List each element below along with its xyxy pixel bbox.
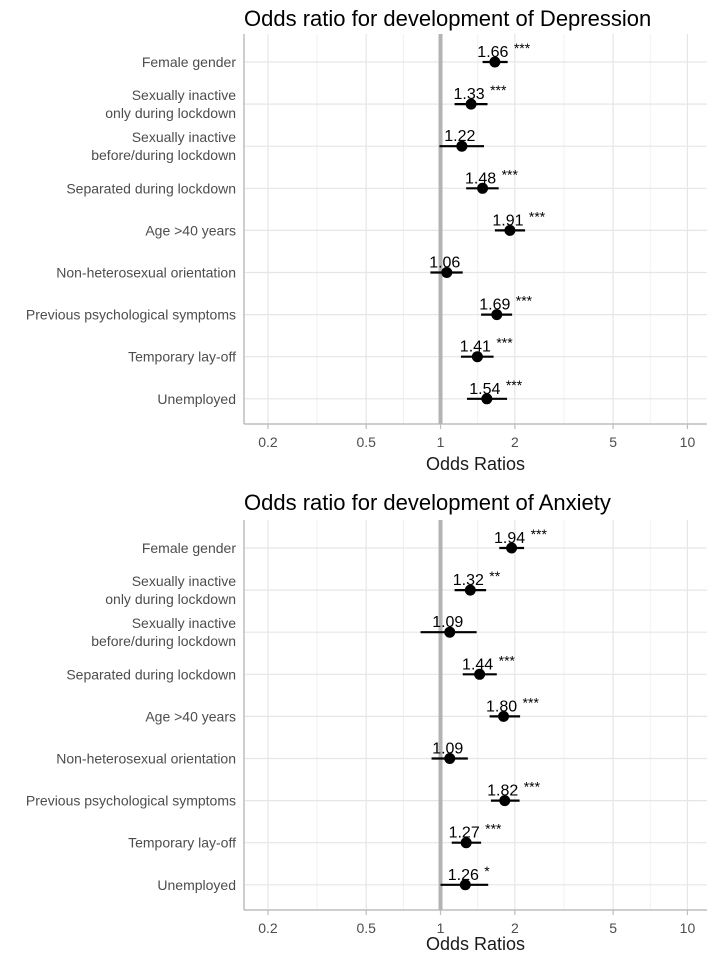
odds-ratio-point: [460, 837, 472, 849]
chart-title: Odds ratio for development of Anxiety: [244, 490, 611, 515]
x-tick-label: 10: [680, 920, 696, 936]
value-label: 1.48: [465, 170, 496, 187]
x-tick-label: 0.5: [356, 920, 376, 936]
odds-ratio-point: [444, 753, 456, 764]
category-label: Non-heterosexual orientation: [56, 265, 236, 281]
x-tick-label: 0.2: [258, 434, 278, 450]
odds-ratio-point: [481, 393, 493, 405]
x-tick-label: 0.5: [356, 434, 376, 450]
category-label: Age >40 years: [145, 708, 236, 724]
value-label: 1.26: [448, 867, 479, 884]
odds-ratio-point: [444, 626, 456, 638]
x-axis-title: Odds Ratios: [426, 454, 525, 474]
value-label: 1.69: [479, 297, 510, 314]
significance-label: ***: [516, 293, 533, 309]
significance-label: ***: [514, 40, 531, 56]
forest-plot-2: Odds ratio for development of Anxiety 0.2…: [26, 490, 707, 954]
category-label: Unemployed: [157, 391, 236, 407]
category-label: Female gender: [142, 540, 237, 556]
category-label: Separated during lockdown: [66, 180, 236, 196]
odds-ratio-point: [465, 98, 477, 110]
category-label: Sexually inactive only during lockdown: [105, 573, 236, 607]
value-label: 1.80: [486, 698, 517, 715]
value-label: 1.54: [469, 381, 500, 398]
significance-label: ***: [506, 377, 523, 393]
x-tick-label: 0.2: [258, 920, 278, 936]
x-tick-label: 1: [437, 434, 445, 450]
category-label: Previous psychological symptoms: [26, 307, 236, 323]
odds-ratio-point: [477, 182, 489, 194]
category-label: Age >40 years: [145, 222, 236, 238]
chart-title: Odds ratio for development of Depression: [244, 6, 651, 31]
x-tick-label: 2: [511, 434, 519, 450]
category-label: Previous psychological symptoms: [26, 793, 236, 809]
odds-ratio-point: [506, 542, 518, 554]
significance-label: ***: [499, 652, 516, 668]
odds-ratio-point: [499, 795, 511, 807]
odds-ratio-point: [504, 224, 516, 236]
value-label: 1.94: [494, 530, 525, 547]
category-label: Female gender: [142, 54, 237, 70]
significance-label: ***: [490, 82, 507, 98]
odds-ratio-point: [456, 140, 468, 152]
odds-ratio-point: [491, 309, 503, 321]
value-label: 1.44: [462, 656, 493, 673]
odds-ratio-point: [459, 879, 471, 891]
category-label: Temporary lay-off: [128, 835, 236, 851]
x-tick-label: 10: [680, 434, 696, 450]
significance-label: ***: [531, 526, 548, 542]
value-label: 1.33: [454, 86, 485, 103]
value-label: 1.22: [444, 128, 475, 145]
odds-ratio-point: [474, 668, 486, 680]
value-label: 1.27: [449, 825, 480, 842]
significance-label: *: [484, 863, 490, 879]
value-label: 1.91: [492, 212, 523, 229]
category-label: Non-heterosexual orientation: [56, 751, 236, 767]
category-label: Temporary lay-off: [128, 349, 236, 365]
odds-ratio-point: [441, 267, 453, 278]
significance-label: ***: [523, 694, 540, 710]
odds-ratio-point: [471, 351, 483, 363]
odds-ratio-point: [498, 710, 510, 722]
value-label: 1.32: [453, 572, 484, 589]
odds-ratio-point: [489, 56, 501, 68]
x-tick-label: 2: [511, 920, 519, 936]
significance-label: ***: [524, 779, 541, 795]
category-label: Sexually inactive before/during lockdown: [91, 129, 236, 163]
value-label: 1.82: [487, 783, 518, 800]
x-tick-label: 5: [609, 434, 617, 450]
significance-label: ***: [529, 208, 546, 224]
value-label: 1.09: [432, 741, 463, 758]
significance-label: ***: [496, 335, 513, 351]
odds-ratio-point: [464, 584, 476, 596]
forest-plot-1: Odds ratio for development of Depression…: [26, 6, 707, 474]
significance-label: ***: [502, 166, 519, 182]
x-tick-label: 1: [437, 920, 445, 936]
value-label: 1.06: [429, 255, 460, 272]
value-label: 1.41: [460, 339, 491, 356]
category-label: Unemployed: [157, 877, 236, 893]
x-axis-title: Odds Ratios: [426, 934, 525, 954]
significance-label: **: [489, 568, 500, 584]
category-label: Separated during lockdown: [66, 666, 236, 682]
significance-label: ***: [485, 821, 502, 837]
category-label: Sexually inactive only during lockdown: [105, 87, 236, 121]
value-label: 1.09: [432, 614, 463, 631]
x-tick-label: 5: [609, 920, 617, 936]
category-label: Sexually inactive before/during lockdown: [91, 615, 236, 649]
value-label: 1.66: [477, 44, 508, 61]
